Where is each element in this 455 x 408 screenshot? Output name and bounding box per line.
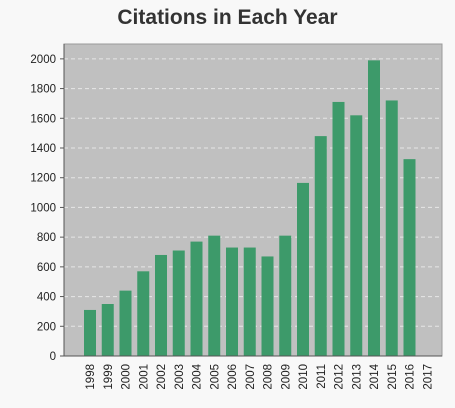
y-tick-label: 1400 (30, 143, 56, 155)
bar-2007 (243, 247, 256, 356)
x-tick-label: 2011 (316, 364, 328, 389)
x-tick-label: 2014 (369, 363, 381, 389)
x-tick-label: 2004 (192, 363, 204, 389)
y-tick-label: 1000 (30, 202, 56, 214)
chart-title: Citations in Each Year (117, 6, 338, 29)
x-tick-label: 2008 (263, 364, 275, 390)
x-tick-label: 1999 (103, 364, 115, 390)
x-tick-label: 2013 (351, 364, 363, 390)
bar-2004 (190, 241, 203, 356)
x-tick-label: 2001 (138, 364, 150, 390)
x-tick-label: 2012 (334, 364, 346, 390)
bar-2012 (332, 101, 345, 356)
y-tick-label: 600 (37, 262, 56, 274)
x-tick-label: 2002 (156, 364, 168, 390)
bar-1998 (84, 309, 96, 356)
bar-2001 (137, 271, 150, 356)
bar-2013 (350, 115, 363, 356)
bar-2011 (314, 136, 327, 356)
x-tick-label: 2009 (280, 364, 292, 390)
bar-2006 (226, 247, 238, 356)
x-tick-label: 2017 (422, 364, 434, 390)
x-tick-label: 2015 (387, 364, 399, 390)
bar-2005 (208, 235, 221, 356)
y-tick-label: 800 (37, 232, 56, 244)
bar-2016 (403, 159, 416, 356)
bar-2009 (279, 235, 292, 356)
y-tick-label: 1600 (30, 113, 56, 125)
bar-1999 (101, 304, 114, 356)
x-tick-label: 2010 (298, 364, 310, 390)
x-tick-label: 2016 (405, 364, 417, 390)
x-tick-label: 2005 (209, 364, 221, 390)
bar-2003 (172, 250, 185, 356)
x-tick-label: 2007 (245, 364, 257, 390)
y-tick-label: 1200 (30, 173, 56, 185)
y-tick-label: 0 (50, 351, 56, 363)
y-tick-label: 1800 (30, 84, 56, 96)
bar-2015 (385, 100, 398, 356)
x-tick-label: 2003 (174, 364, 186, 390)
bar-2002 (155, 254, 167, 356)
x-tick-label: 2000 (121, 364, 133, 390)
x-tick-label: 2006 (227, 364, 239, 390)
y-tick-label: 200 (37, 321, 56, 333)
bar-2010 (297, 182, 309, 356)
bar-2008 (261, 256, 274, 356)
bar-2014 (368, 60, 380, 356)
bar-2000 (119, 290, 132, 356)
x-tick-label: 1998 (85, 364, 97, 390)
y-tick-label: 400 (37, 292, 56, 304)
y-tick-label: 2000 (30, 54, 56, 66)
